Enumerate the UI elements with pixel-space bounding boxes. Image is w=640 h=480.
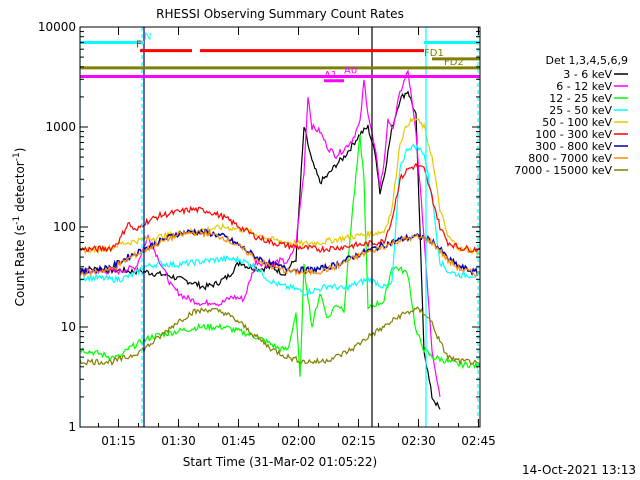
x-tick-label-6: 02:45 (461, 434, 496, 448)
legend-header: Det 1,3,4,5,6,9 (545, 54, 628, 67)
y-axis: 1 10 100 1000 10000 (38, 20, 480, 434)
legend-label-4: 50 - 100 keV (542, 116, 612, 129)
x-axis-title: Start Time (31-Mar-02 01:05:22) (183, 455, 377, 469)
series-line-1 (80, 69, 441, 397)
footer-timestamp: 14-Oct-2021 13:13 (522, 463, 636, 477)
series-line-2 (80, 134, 480, 377)
flag-label-fd1: FD1 (424, 48, 444, 59)
y-tick-label-4: 10000 (38, 20, 76, 34)
legend-label-1: 6 - 12 keV (556, 80, 612, 93)
x-tick-label-5: 02:30 (401, 434, 436, 448)
flag-label-a0: A0 (344, 65, 357, 76)
flag-label-fd2: FD2 (444, 57, 464, 68)
y-tick-label-3: 1000 (45, 120, 76, 134)
series-line-4 (80, 117, 480, 256)
flag-label-f: F (136, 40, 142, 51)
y-tick-label-0: 1 (68, 420, 76, 434)
legend-label-7: 800 - 7000 keV (528, 152, 612, 165)
flag-label-n: N (144, 31, 151, 42)
legend-label-0: 3 - 6 keV (563, 68, 612, 81)
x-tick-label-0: 01:15 (101, 434, 136, 448)
legend-label-3: 25 - 50 keV (549, 104, 612, 117)
flag-label-a1: A1 (324, 70, 337, 81)
chart-title: RHESSI Observing Summary Count Rates (156, 7, 404, 21)
x-tick-label-3: 02:00 (281, 434, 316, 448)
series-line-7 (80, 228, 480, 278)
legend-label-8: 7000 - 15000 keV (514, 164, 612, 177)
legend-label-6: 300 - 800 keV (535, 140, 612, 153)
series-line-8 (80, 306, 480, 367)
x-tick-label-1: 01:30 (161, 434, 196, 448)
x-tick-label-2: 01:45 (221, 434, 256, 448)
y-tick-label-1: 10 (61, 320, 76, 334)
y-tick-label-2: 100 (53, 220, 76, 234)
legend-label-5: 100 - 300 keV (535, 128, 612, 141)
legend-label-2: 12 - 25 keV (549, 92, 612, 105)
x-tick-label-4: 02:15 (341, 434, 376, 448)
series-line-3 (80, 143, 480, 297)
x-axis: 01:15 01:30 01:45 02:00 02:15 02:30 02:45 (98, 27, 496, 448)
plot-area (80, 27, 480, 427)
series-line-5 (80, 162, 480, 254)
y-axis-title: Count Rate (s-1 detector-1) (12, 148, 27, 307)
